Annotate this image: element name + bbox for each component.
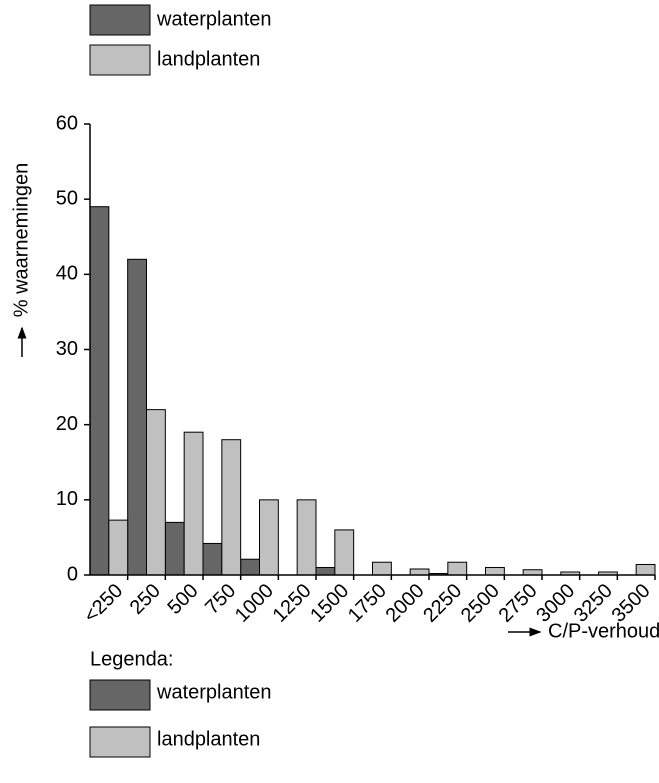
bar bbox=[334, 529, 355, 576]
x-tick-label: 1500 bbox=[306, 580, 353, 627]
x-tick-label: 250 bbox=[126, 580, 165, 619]
y-tick-label: 60 bbox=[56, 112, 78, 134]
legend-label: landplanten bbox=[157, 48, 260, 70]
x-tick-label: 2000 bbox=[382, 580, 429, 627]
bar bbox=[221, 439, 242, 576]
x-tick-label: 1250 bbox=[269, 580, 316, 627]
top-legend: waterplanten landplanten bbox=[89, 4, 272, 76]
bar bbox=[522, 569, 543, 576]
y-axis-label: % waarnemingen bbox=[10, 163, 32, 318]
bar bbox=[164, 521, 185, 576]
y-tick-label: 0 bbox=[67, 563, 78, 585]
bar bbox=[89, 206, 110, 576]
x-tick-label: 500 bbox=[163, 580, 202, 619]
legend-swatch bbox=[89, 726, 151, 758]
bar bbox=[409, 568, 430, 576]
bar bbox=[240, 558, 261, 576]
bar bbox=[108, 519, 129, 576]
x-tick-label: <250 bbox=[80, 580, 127, 627]
bar bbox=[372, 561, 392, 576]
x-tick-label: 2250 bbox=[419, 580, 466, 627]
bar bbox=[447, 561, 468, 576]
x-tick-label: 2500 bbox=[457, 580, 504, 627]
bar bbox=[127, 258, 147, 576]
legend-swatch bbox=[89, 44, 151, 76]
y-tick-label: 10 bbox=[56, 488, 78, 510]
bar bbox=[183, 431, 204, 576]
legend-swatch bbox=[89, 4, 151, 36]
legend-label: waterplanten bbox=[156, 8, 272, 30]
legend-label: waterplanten bbox=[156, 681, 272, 703]
bottom-legend: waterplanten landplanten bbox=[89, 679, 272, 758]
bar bbox=[315, 566, 336, 576]
legend-label: landplanten bbox=[157, 728, 260, 750]
x-axis-label: C/P-verhouding in biomassa bbox=[548, 620, 659, 642]
bar bbox=[146, 409, 166, 576]
x-tick-label: 2750 bbox=[495, 580, 542, 627]
x-tick-label: 1750 bbox=[344, 580, 391, 627]
legend-swatch bbox=[89, 679, 151, 711]
y-tick-label: 50 bbox=[56, 187, 78, 209]
bar bbox=[296, 499, 317, 576]
bar bbox=[259, 499, 279, 576]
x-tick-label: 1000 bbox=[231, 580, 278, 627]
y-tick-label: 30 bbox=[56, 338, 78, 360]
y-tick-label: 40 bbox=[56, 263, 78, 285]
legend-title: Legenda: bbox=[90, 648, 173, 670]
bar bbox=[635, 563, 656, 576]
y-tick-label: 20 bbox=[56, 413, 78, 435]
bar bbox=[202, 542, 223, 576]
bar bbox=[485, 566, 505, 576]
